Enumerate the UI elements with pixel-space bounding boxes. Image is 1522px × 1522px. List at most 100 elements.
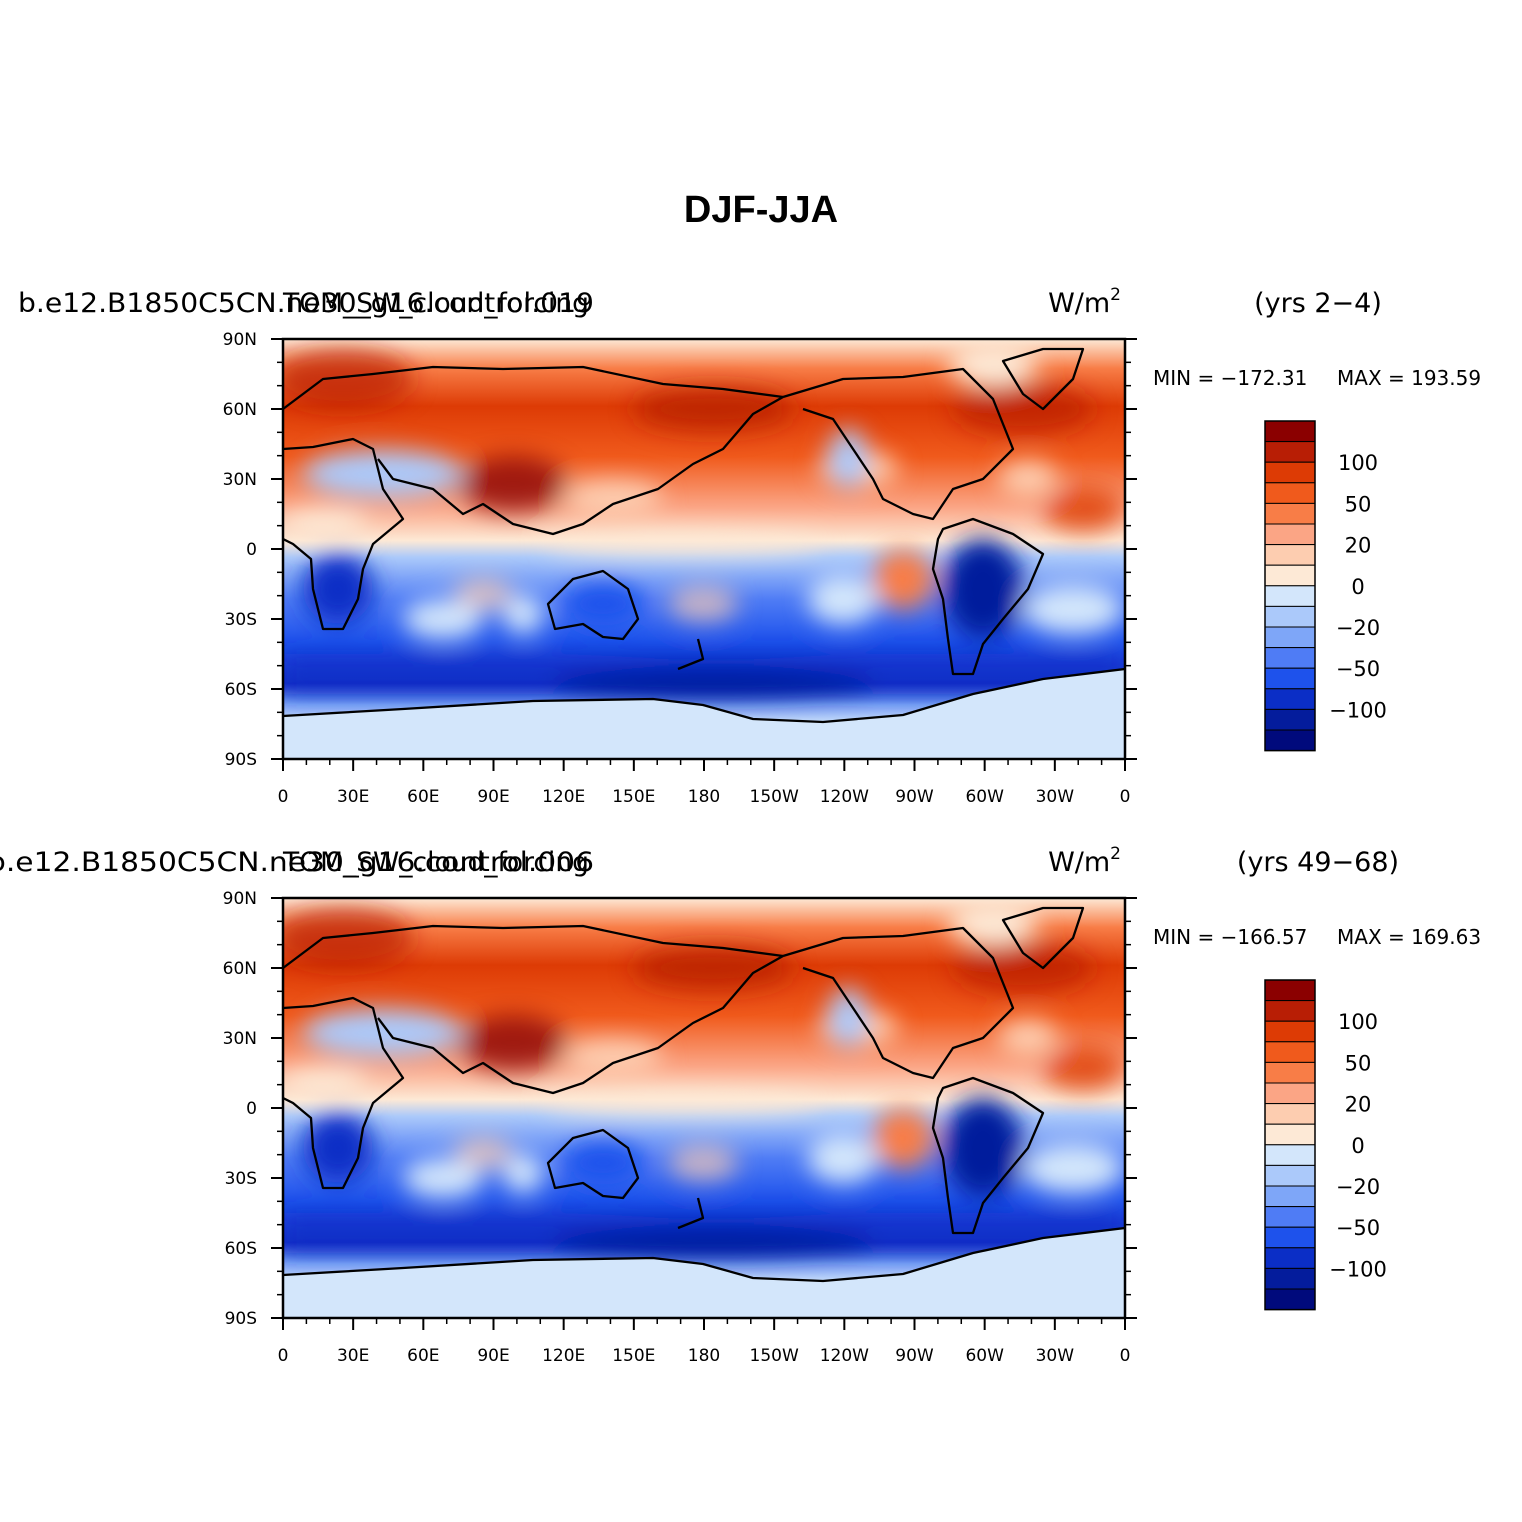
colorbar-box: [1264, 647, 1316, 669]
panel-2-y-ticks: 90N 60N 30N 0 30S 60S 90S: [223, 889, 1137, 1329]
x-tick-label: 120E: [542, 1346, 585, 1366]
panel-2: b.e12.B1850C5CN.ne30_g16.control.006 TOM…: [0, 844, 1481, 1366]
x-tick-label: 30E: [337, 1346, 369, 1366]
x-tick-label: 180: [688, 787, 720, 807]
colorbar-outline: [1264, 979, 1316, 1311]
x-tick-label: 0: [1120, 1346, 1131, 1366]
colorbar-outline: [1264, 420, 1316, 752]
y-tick-label: 0: [246, 540, 257, 560]
x-tick-label: 90E: [477, 787, 509, 807]
x-tick-label: 120W: [820, 1346, 869, 1366]
colorbar-label: −50: [1336, 1216, 1380, 1240]
colorbar-box: [1264, 688, 1316, 710]
colorbar-box: [1264, 564, 1316, 587]
colorbar-label: 20: [1345, 534, 1372, 558]
panel-1-years: (yrs 2−4): [1254, 288, 1382, 319]
colorbar-label: 100: [1338, 1010, 1378, 1034]
colorbar-label: 0: [1351, 1134, 1364, 1158]
colorbar-box: [1264, 1288, 1316, 1311]
panel-2-colorbar: 100 50 20 0 −20 −50 −100: [1264, 979, 1387, 1311]
colorbar-box: [1264, 420, 1316, 443]
x-tick-label: 60E: [407, 1346, 439, 1366]
panel-1-map: [273, 339, 1125, 759]
panel-1-max-label: MAX = 193.59: [1337, 366, 1481, 390]
colorbar-box: [1264, 1226, 1316, 1249]
colorbar-box: [1264, 1020, 1316, 1043]
colorbar-box: [1264, 626, 1316, 649]
y-tick-label: 60N: [223, 959, 257, 979]
y-tick-label: 30N: [223, 470, 257, 490]
panel-2-left-title: b.e12.B1850C5CN.ne30_g16.control.006: [0, 847, 594, 878]
y-tick-label: 60N: [223, 400, 257, 420]
colorbar-box: [1264, 523, 1316, 546]
colorbar-label: −20: [1336, 1175, 1380, 1199]
colorbar-label: −100: [1329, 1257, 1387, 1281]
x-tick-label: 150W: [750, 1346, 799, 1366]
colorbar-label: −100: [1329, 698, 1387, 722]
x-tick-label: 0: [278, 787, 289, 807]
panel-1-units: W/m2: [1048, 285, 1121, 319]
colorbar-box: [1264, 461, 1316, 484]
y-tick-label: 90S: [225, 1309, 257, 1329]
panel-1-min-label: MIN = −172.31: [1153, 366, 1307, 390]
colorbar-box: [1264, 585, 1316, 607]
colorbar-box: [1264, 729, 1316, 752]
x-tick-label: 60E: [407, 787, 439, 807]
colorbar-box: [1264, 1103, 1316, 1125]
x-tick-label: 30W: [1036, 787, 1075, 807]
x-tick-label: 180: [688, 1346, 720, 1366]
y-tick-label: 30S: [225, 1169, 257, 1189]
colorbar-box: [1264, 979, 1316, 1002]
colorbar-box: [1264, 544, 1316, 566]
x-tick-label: 90W: [895, 1346, 934, 1366]
x-tick-label: 150E: [612, 787, 655, 807]
panel-1-x-ticks: 0 30E 60E 90E 120E 150E 180 150W 120W 90W 60W 30W 0: [278, 759, 1131, 807]
panel-1-overlay-title: TOM_SW_cloud_forcing: [282, 288, 589, 319]
panel-2-units: W/m2: [1048, 844, 1121, 878]
colorbar-box: [1264, 441, 1316, 463]
x-tick-label: 0: [1120, 787, 1131, 807]
x-tick-label: 150W: [750, 787, 799, 807]
y-tick-label: 90S: [225, 750, 257, 770]
colorbar-box: [1264, 1000, 1316, 1022]
colorbar-label: 100: [1338, 451, 1378, 475]
colorbar-box: [1264, 1267, 1316, 1290]
y-tick-label: 60S: [225, 680, 257, 700]
x-tick-label: 90E: [477, 1346, 509, 1366]
colorbar-box: [1264, 667, 1316, 690]
colorbar-box: [1264, 1206, 1316, 1228]
panel-1-y-ticks: 90N 60N 30N 0 30S 60S 90S: [223, 330, 1137, 770]
panel-1-left-title: b.e12.B1850C5CN.ne30_g16.control.019: [18, 288, 594, 319]
colorbar-label: 50: [1345, 1051, 1372, 1075]
colorbar-box: [1264, 502, 1316, 525]
y-tick-label: 90N: [223, 330, 257, 350]
colorbar-label: 50: [1345, 492, 1372, 516]
colorbar-box: [1264, 1082, 1316, 1105]
panel-2-years: (yrs 49−68): [1237, 847, 1399, 878]
colorbar-label: −50: [1336, 657, 1380, 681]
x-tick-label: 60W: [965, 787, 1004, 807]
colorbar-box: [1264, 1185, 1316, 1208]
colorbar-box: [1264, 1041, 1316, 1063]
colorbar-box: [1264, 1164, 1316, 1187]
panel-1: b.e12.B1850C5CN.ne30_g16.control.019 TOM…: [18, 285, 1481, 807]
colorbar-label: 20: [1345, 1093, 1372, 1117]
y-tick-label: 0: [246, 1099, 257, 1119]
colorbar-box: [1264, 605, 1316, 628]
x-tick-label: 30W: [1036, 1346, 1075, 1366]
panel-2-max-label: MAX = 169.63: [1337, 925, 1481, 949]
x-tick-label: 0: [278, 1346, 289, 1366]
colorbar-box: [1264, 1123, 1316, 1146]
y-tick-label: 60S: [225, 1239, 257, 1259]
colorbar-box: [1264, 482, 1316, 504]
x-tick-label: 30E: [337, 787, 369, 807]
x-tick-label: 120E: [542, 787, 585, 807]
colorbar-label: 0: [1351, 575, 1364, 599]
colorbar-box: [1264, 708, 1316, 731]
x-tick-label: 120W: [820, 787, 869, 807]
x-tick-label: 60W: [965, 1346, 1004, 1366]
y-tick-label: 30S: [225, 610, 257, 630]
x-tick-label: 150E: [612, 1346, 655, 1366]
x-tick-label: 90W: [895, 787, 934, 807]
